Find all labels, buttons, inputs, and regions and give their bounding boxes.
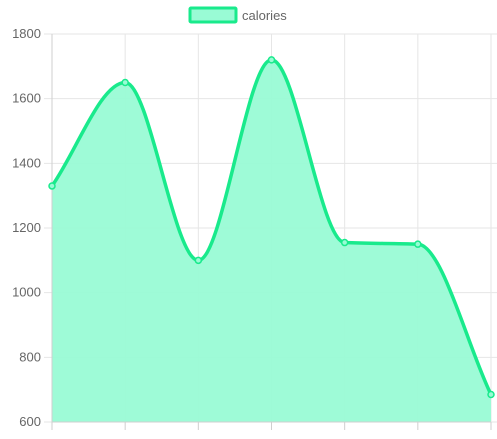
data-point[interactable] — [267, 56, 276, 64]
series-fill-calories — [52, 59, 491, 422]
data-point[interactable] — [48, 182, 56, 190]
y-tick-label: 1800 — [12, 26, 41, 41]
y-tick-label: 600 — [19, 414, 41, 429]
y-tick-label: 1600 — [12, 91, 41, 106]
axes: 600 800 1000 1200 1400 1600 1800 — [12, 26, 492, 430]
y-tick-label: 1200 — [12, 220, 41, 235]
data-points — [48, 56, 495, 399]
legend-label-calories[interactable]: calories — [242, 8, 287, 23]
y-tick-label: 1400 — [12, 155, 41, 170]
y-tick-label: 1000 — [12, 285, 41, 300]
data-point[interactable] — [414, 240, 422, 248]
data-point[interactable] — [194, 256, 203, 265]
data-point[interactable] — [340, 238, 349, 247]
series-area — [50, 58, 493, 422]
data-point[interactable] — [487, 390, 495, 399]
y-tick-label: 800 — [19, 349, 41, 364]
legend-swatch-calories[interactable] — [188, 6, 238, 24]
legend[interactable]: calories — [188, 6, 287, 24]
data-point[interactable] — [121, 78, 129, 87]
